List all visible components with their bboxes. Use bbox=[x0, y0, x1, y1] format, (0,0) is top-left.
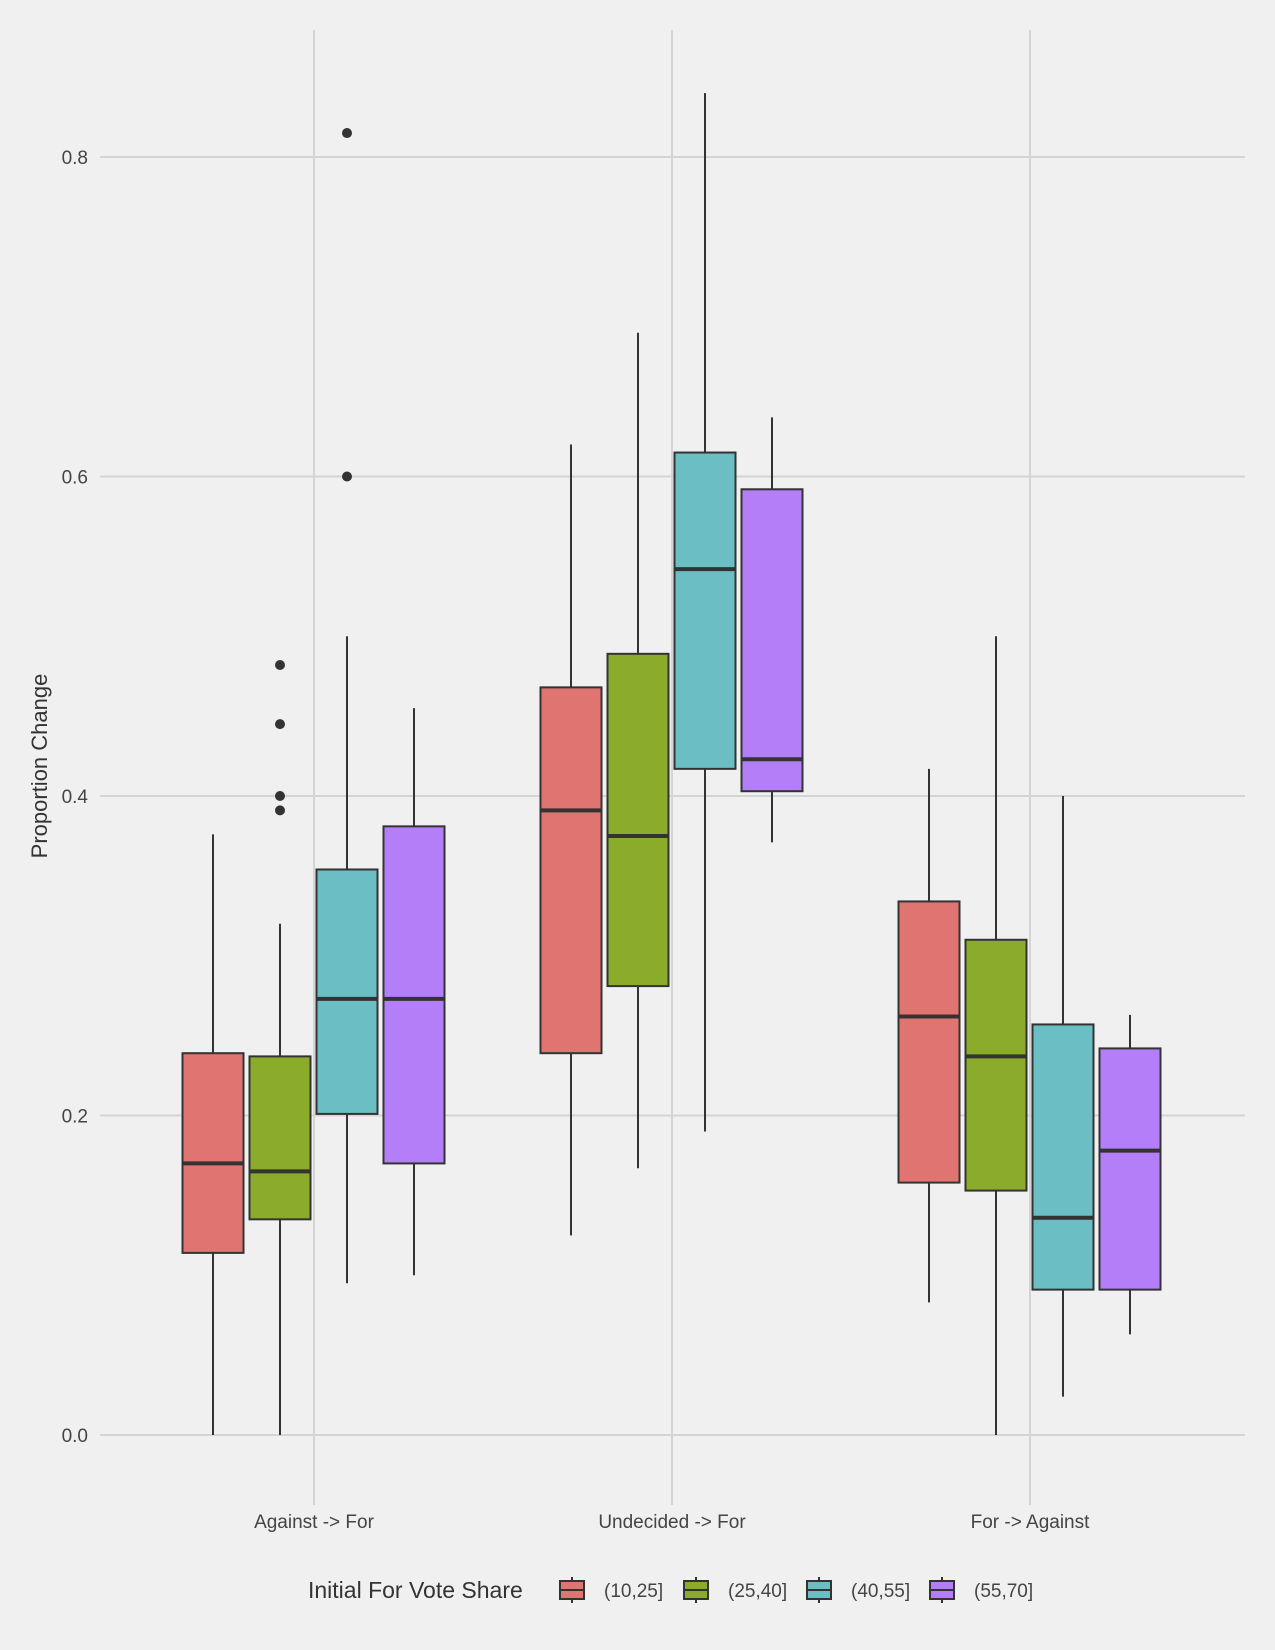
box bbox=[964, 938, 1028, 1192]
box-1-0 bbox=[539, 444, 603, 1236]
box bbox=[740, 488, 804, 793]
box-0-3 bbox=[382, 708, 446, 1276]
y-tick-label: 0.2 bbox=[62, 1107, 88, 1128]
legend-label: (10,25] bbox=[604, 1581, 663, 1602]
box bbox=[248, 1055, 312, 1221]
box-1-3 bbox=[740, 417, 804, 843]
box bbox=[382, 825, 446, 1165]
outlier-point bbox=[342, 471, 352, 482]
y-tick-label: 0.0 bbox=[62, 1426, 88, 1447]
box-2-0 bbox=[897, 768, 961, 1303]
box-1-2 bbox=[673, 93, 737, 1132]
box-1-1 bbox=[606, 332, 670, 1169]
box bbox=[897, 900, 961, 1184]
legend-item: (10,25] bbox=[559, 1577, 663, 1603]
box bbox=[1098, 1047, 1162, 1291]
outlier-point bbox=[342, 128, 352, 139]
box bbox=[315, 868, 379, 1115]
box-2-3 bbox=[1098, 1014, 1162, 1335]
box-0-1 bbox=[248, 660, 312, 1435]
y-axis-ticks: 0.0 0.2 0.4 0.6 0.8 bbox=[62, 148, 89, 1447]
box bbox=[539, 686, 603, 1055]
x-tick-label: Against -> For bbox=[254, 1512, 375, 1533]
legend: Initial For Vote Share (10,25] (25,40] (40… bbox=[308, 1577, 1033, 1603]
box bbox=[1031, 1023, 1095, 1291]
box-0-0 bbox=[181, 834, 245, 1435]
box bbox=[181, 1052, 245, 1254]
outlier-point bbox=[275, 660, 285, 671]
box-2-2 bbox=[1031, 796, 1095, 1397]
y-tick-label: 0.8 bbox=[62, 148, 88, 169]
y-axis-title: Proportion Change bbox=[27, 674, 52, 859]
legend-items: (10,25] (25,40] (40,55] (55,70] bbox=[559, 1577, 1033, 1603]
legend-item: (25,40] bbox=[683, 1577, 787, 1603]
outlier-point bbox=[275, 805, 285, 816]
box-2-1 bbox=[964, 636, 1028, 1435]
box bbox=[606, 652, 670, 988]
x-tick-label: Undecided -> For bbox=[598, 1512, 746, 1533]
legend-title: Initial For Vote Share bbox=[308, 1577, 523, 1603]
legend-item: (40,55] bbox=[806, 1577, 910, 1603]
y-tick-label: 0.4 bbox=[62, 787, 89, 808]
outlier-point bbox=[275, 719, 285, 730]
legend-label: (25,40] bbox=[728, 1581, 787, 1602]
box-0-2 bbox=[315, 128, 379, 1284]
legend-label: (55,70] bbox=[974, 1581, 1033, 1602]
legend-label: (40,55] bbox=[851, 1581, 910, 1602]
box bbox=[673, 451, 737, 770]
box-groups bbox=[181, 93, 1162, 1435]
y-tick-label: 0.6 bbox=[62, 468, 88, 489]
x-tick-label: For -> Against bbox=[971, 1512, 1091, 1533]
outlier-point bbox=[275, 791, 285, 801]
x-axis-ticks: Against -> For Undecided -> For For -> Aga… bbox=[254, 1512, 1090, 1533]
legend-item: (55,70] bbox=[929, 1577, 1033, 1603]
